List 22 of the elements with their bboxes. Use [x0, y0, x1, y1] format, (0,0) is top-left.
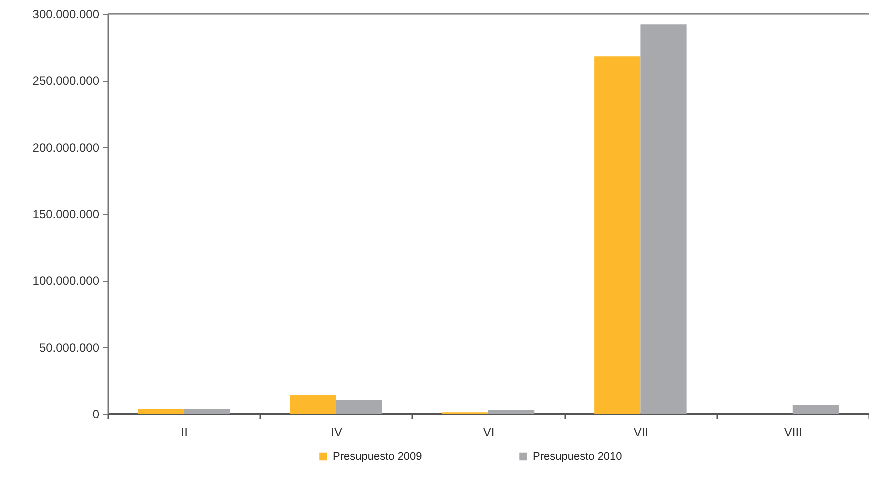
- y-tick-label: 300.000.000: [32, 8, 100, 22]
- bar: [336, 400, 382, 414]
- bar: [138, 409, 184, 414]
- bar: [488, 410, 535, 414]
- x-tick-label: VII: [634, 426, 649, 440]
- y-tick-label: 150.000.000: [32, 208, 100, 222]
- bar: [640, 24, 687, 414]
- bar: [184, 409, 230, 414]
- y-tick-label: 200.000.000: [32, 140, 100, 155]
- bar: [792, 405, 840, 414]
- x-tick-label: VIII: [784, 426, 802, 440]
- bar: [594, 56, 641, 414]
- y-tick-label: 250.000.000: [32, 74, 100, 88]
- x-tick-label: II: [181, 426, 188, 440]
- y-tick-label: 50.000.000: [39, 340, 100, 355]
- x-tick-label: VI: [483, 426, 495, 440]
- y-tick-label: 0: [92, 408, 100, 422]
- x-tick-label: IV: [331, 426, 342, 440]
- bar: [290, 395, 336, 414]
- y-tick-label: 100.000.000: [32, 274, 100, 288]
- legend-label: Presupuesto 2010: [533, 450, 622, 463]
- legend-label: Presupuesto 2009: [333, 450, 422, 463]
